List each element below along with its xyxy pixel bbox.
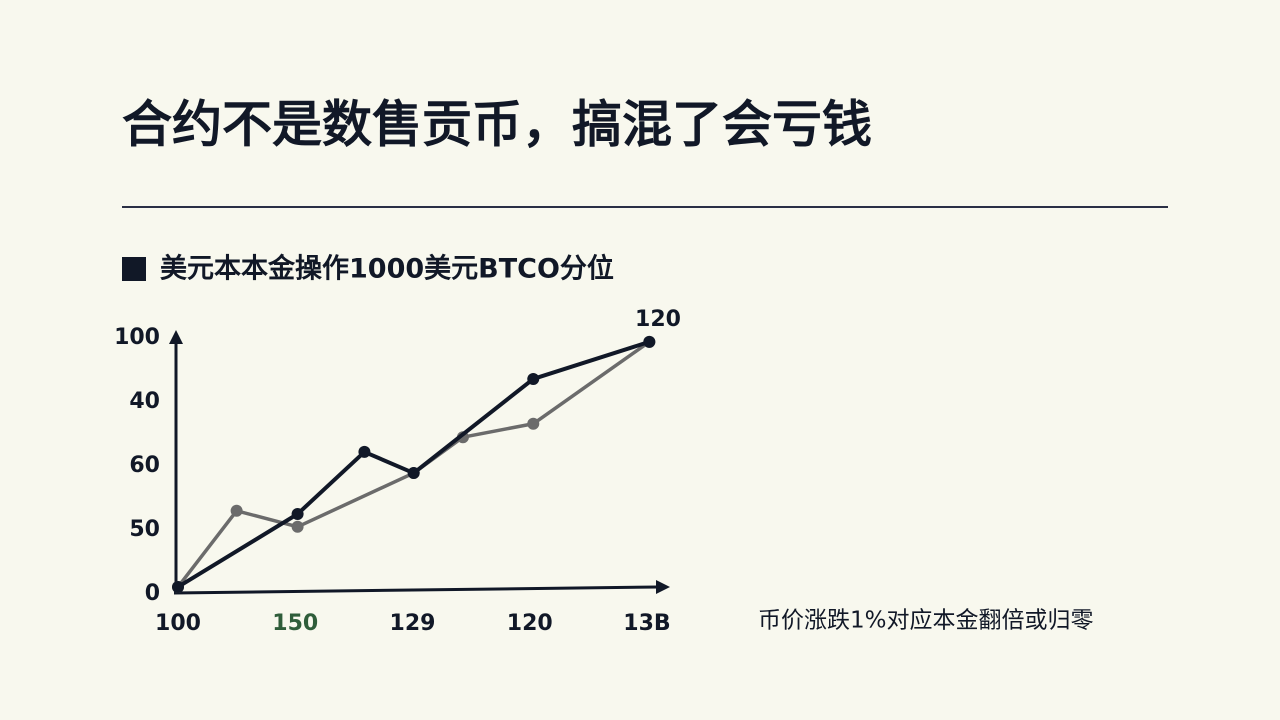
point: [358, 445, 371, 458]
point: [527, 372, 540, 385]
point: [527, 417, 540, 430]
bullet: [122, 257, 146, 281]
y-tick-label: 0: [145, 581, 160, 606]
point: [172, 580, 184, 593]
point: [230, 504, 243, 517]
x-tick-label: 13B: [623, 611, 670, 636]
note: 币价涨跌1%对应本金翻倍或归零: [758, 608, 1094, 634]
point: [291, 508, 304, 520]
series-line: [176, 340, 651, 589]
x-tick-label: 120: [507, 611, 553, 636]
point: [407, 467, 420, 480]
y-tick-label: 50: [129, 517, 160, 542]
series-line: [176, 339, 650, 589]
point: [291, 520, 304, 533]
x-axis-arrow: [656, 580, 670, 594]
y-tick-label: 40: [129, 389, 160, 414]
x-tick-label: 129: [390, 611, 436, 636]
y-tick-label: 100: [114, 325, 160, 350]
page-title: 合约不是数售贡币，搞混了会亏钱: [122, 96, 872, 154]
subtitle: 美元本本金操作1000美元BTCO分位: [160, 253, 614, 285]
x-axis: [173, 585, 659, 595]
x-tick-label: 100: [155, 611, 201, 636]
point: [643, 335, 656, 348]
y-axis-arrow: [169, 330, 183, 344]
x-tick-label: 150: [272, 611, 318, 636]
annotation: 120: [635, 307, 681, 332]
y-tick-label: 60: [129, 453, 160, 478]
